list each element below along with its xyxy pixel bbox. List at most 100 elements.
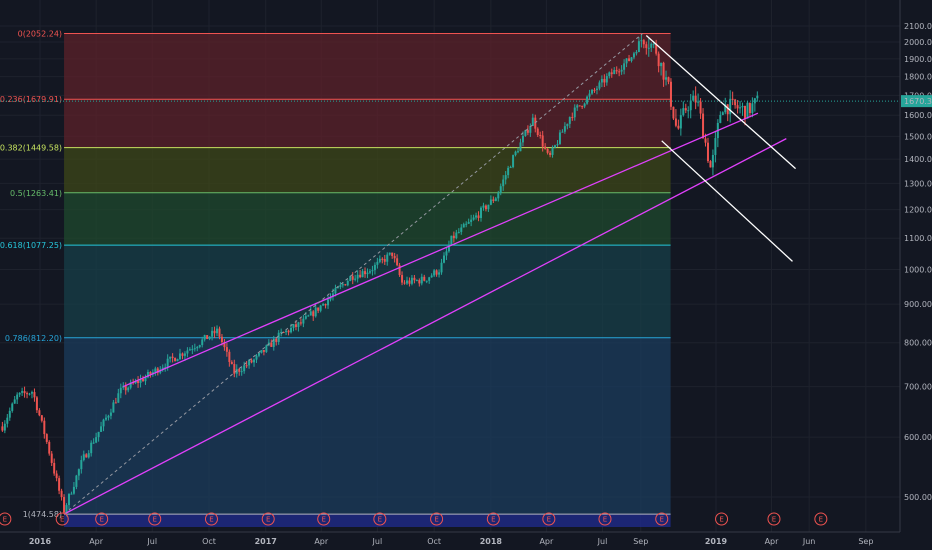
earnings-marker[interactable]: E [814,512,828,526]
candle-body [90,442,93,454]
candle-body [206,335,209,340]
candle [161,364,164,372]
candle [67,493,70,510]
candle-body [238,368,241,372]
candle-body [430,275,433,278]
candle-body [92,442,95,444]
candle-body [13,399,16,404]
candle [287,329,290,336]
time-axis-tick-label: 2017 [255,537,277,546]
trendline [645,35,796,170]
candle-body [112,402,115,413]
candle-body [509,167,512,169]
candle-body [573,107,576,118]
candle-body [80,460,83,470]
candle-body [354,278,357,280]
earnings-marker[interactable]: E [317,512,331,526]
candle-body [361,271,364,278]
candle [186,347,189,358]
candle-body [689,100,692,111]
earnings-marker[interactable]: E [373,512,387,526]
candle-body [497,193,500,199]
candle-body [393,255,396,259]
candle [339,282,342,290]
earnings-marker[interactable]: E [261,512,275,526]
earnings-marker[interactable]: E [715,512,729,526]
candle [635,50,638,56]
earnings-marker-circle [767,512,781,526]
earnings-marker[interactable]: E [204,512,218,526]
candle [16,392,19,405]
price-axis-tick-label: 1400.00 [904,155,932,164]
candle [95,432,98,444]
earnings-marker[interactable]: E [0,512,12,526]
earnings-marker-circle [317,512,331,526]
earnings-marker[interactable]: E [767,512,781,526]
candle [238,367,241,376]
candle [154,366,157,376]
candle [85,453,88,458]
candle-body [635,52,638,54]
candle-body [166,358,169,368]
candle [734,98,737,109]
earnings-marker[interactable]: E [148,512,162,526]
earnings-marker-circle [715,512,729,526]
candle-body [287,330,290,333]
candle [418,278,421,287]
earnings-marker[interactable]: E [95,512,109,526]
candle [650,42,653,52]
earnings-marker[interactable]: E [598,512,612,526]
candle-body [719,114,722,123]
candle [684,103,687,114]
candle [107,414,110,421]
candle [60,488,63,501]
earnings-marker-label: E [266,516,270,524]
candle [176,358,179,362]
candle-body [642,40,645,45]
candle-body [729,98,732,115]
candle [415,279,418,282]
candle [80,455,83,474]
candle-body [122,385,125,388]
candle [628,54,631,62]
candle-body [405,280,408,284]
candle [183,351,186,361]
candle [420,273,423,286]
candle-body [260,350,263,353]
candle-body [228,351,231,362]
candle-body [294,324,297,327]
candle [388,252,391,256]
candle-body [413,277,416,281]
candle-body [657,53,660,67]
earnings-marker[interactable]: E [655,512,669,526]
candle-body [272,338,275,347]
candle [203,334,206,342]
candle [482,202,485,211]
candle-body [304,316,307,319]
earnings-marker[interactable]: E [542,512,556,526]
candle [603,74,606,88]
candle [657,51,660,73]
candle-body [529,126,532,133]
earnings-marker[interactable]: E [486,512,500,526]
candle-body [366,272,369,275]
candle-body [193,348,196,350]
earnings-marker[interactable]: E [55,512,69,526]
candle-body [67,493,70,506]
candle [351,272,354,285]
candle-body [623,63,626,70]
candle-body [307,315,310,317]
candle [129,379,132,390]
candle [35,396,38,413]
candle-body [669,81,672,107]
fib-level-label: 0.236(1679.91) [0,95,62,104]
candle-body [470,219,473,222]
candle-body [665,77,668,80]
earnings-marker[interactable]: E [430,512,444,526]
candle [405,276,408,285]
current-price-badge-bg [901,95,932,108]
candle-body [351,276,354,280]
